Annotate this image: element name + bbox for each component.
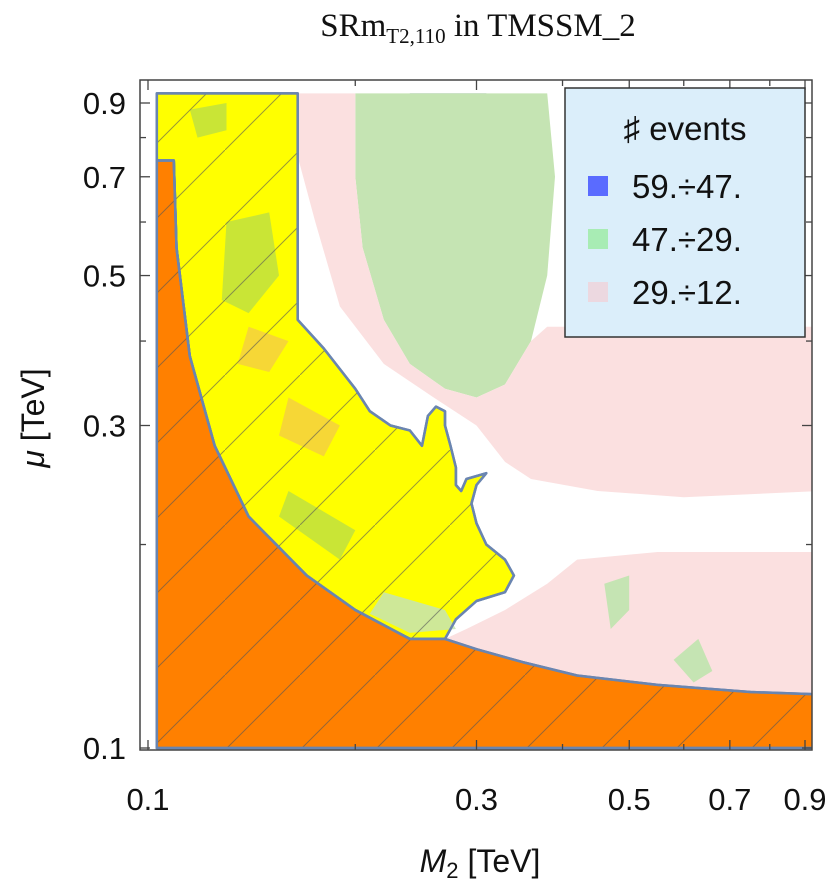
x-tick-label: 0.5 [608,782,651,817]
chart-title-subscript: T2,110 [386,24,445,48]
axis-ticks: 0.1 0.3 0.5 0.7 0.9 0.1 0.3 0.5 0.7 0.9 [83,80,827,817]
x-tick-label: 0.1 [126,782,169,817]
region-mid-events-lower-patches [604,575,630,629]
x-axis-label-unit: [TeV] [459,843,541,879]
x-tick-label: 0.7 [708,782,751,817]
boundary-excluded-region [155,159,812,750]
legend-label: 29.÷12. [632,274,742,311]
x-axis-label-subscript: 2 [446,858,458,883]
y-tick-label: 0.9 [83,86,126,121]
chart-title: SRmT2,110 in TMSSM_2 [320,8,635,48]
x-axis-label: M2 [TeV] [420,843,541,883]
x-axis-label-symbol: M [420,843,447,879]
legend-swatch [588,229,608,249]
chart-title-main: SRm [320,8,386,44]
hatch-allowed-region [156,93,514,639]
y-tick-label: 0.1 [83,731,126,766]
legend-label: 59.÷47. [632,168,742,205]
contour-regions [155,92,812,750]
x-tick-label: 0.9 [783,782,826,817]
chart-title-suffix: in TMSSM_2 [446,8,636,44]
legend: ♯ events 59.÷47. 47.÷29. 29.÷12. [564,87,806,338]
legend-entries: 59.÷47. 47.÷29. 29.÷12. [588,168,742,311]
x-tick-label: 0.3 [455,782,498,817]
region-mid-events-band [355,93,555,398]
legend-label: 47.÷29. [632,221,742,258]
y-axis-label: μ [TeV] [15,368,51,468]
y-axis-label-unit: [TeV] [15,368,51,450]
legend-swatch [588,176,608,196]
hatch-excluded-region [156,160,812,748]
legend-title: ♯ events [624,110,747,147]
region-mid-events-lower-patches-2 [673,638,713,683]
y-axis-label-symbol: μ [15,450,51,469]
region-low-events-band [297,93,812,498]
y-tick-label: 0.3 [83,409,126,444]
y-tick-label: 0.7 [83,160,126,195]
legend-swatch [588,282,608,302]
y-tick-label: 0.5 [83,259,126,294]
